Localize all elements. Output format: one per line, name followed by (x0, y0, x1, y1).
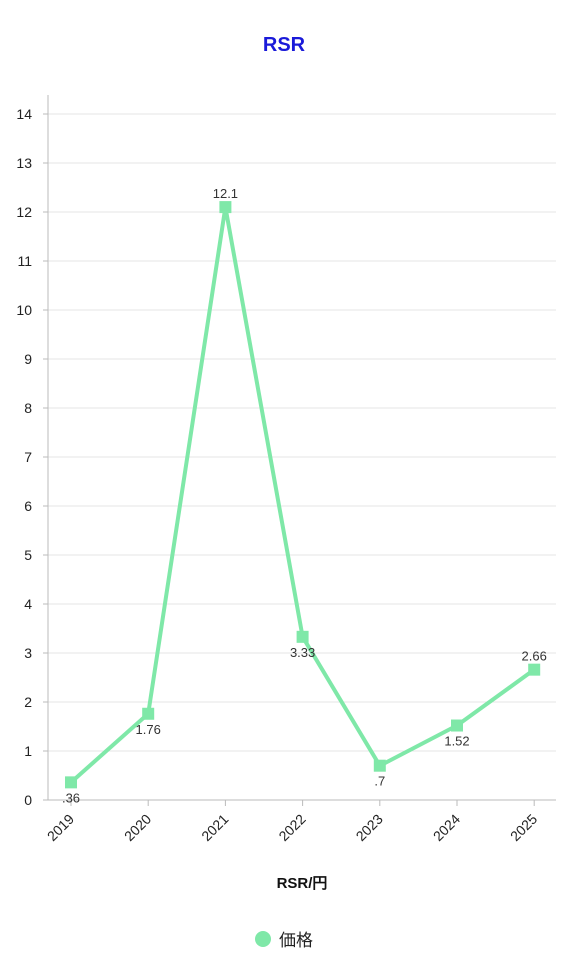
data-point (373, 759, 386, 772)
y-tick-label: 14 (16, 106, 32, 122)
data-labels: .36 1.76 12.1 3.33 .7 1.52 2.66 (62, 186, 547, 805)
y-tick-label: 8 (24, 400, 32, 416)
chart-title: RSR (262, 34, 306, 56)
y-tick-label: 12 (16, 204, 32, 220)
legend-marker-icon (255, 930, 271, 947)
data-label: 12.1 (213, 186, 238, 201)
data-label: 2.66 (522, 649, 547, 664)
x-tick-label: 2023 (353, 811, 386, 844)
y-tick-label: 3 (24, 645, 32, 661)
x-tick-label: 2025 (507, 811, 540, 844)
data-label: .7 (374, 774, 385, 789)
legend-item[interactable]: 価格 (255, 926, 313, 951)
series-line (69, 205, 536, 784)
data-point (296, 630, 309, 643)
x-tick-label: 2022 (275, 811, 308, 844)
data-point (142, 707, 155, 720)
y-tick-label: 13 (16, 155, 32, 171)
data-point (219, 201, 232, 214)
y-tick-label: 4 (24, 596, 32, 612)
x-tick-labels: 2019 2020 2021 2022 2023 2024 2025 (44, 811, 541, 844)
y-tick-label: 11 (17, 253, 32, 269)
series-layer (65, 201, 541, 789)
data-point (65, 776, 77, 789)
legend-label: 価格 (279, 931, 313, 951)
legend: 価格 (0, 926, 568, 952)
y-tick-label: 10 (16, 302, 32, 318)
x-tick-label: 2024 (430, 811, 463, 844)
data-label: 1.76 (136, 722, 161, 737)
y-tick-label: 9 (24, 351, 32, 367)
y-tick-label: 6 (24, 498, 32, 514)
x-tick-label: 2019 (44, 811, 77, 844)
data-label: .36 (62, 790, 80, 805)
y-tick-label: 2 (24, 694, 32, 710)
axes (43, 95, 556, 806)
y-tick-label: 1 (24, 743, 32, 759)
data-label: 3.33 (290, 645, 315, 660)
y-tick-label: 7 (24, 449, 32, 465)
data-point (451, 719, 463, 732)
data-label: 1.52 (444, 734, 469, 749)
x-tick-label: 2020 (121, 811, 154, 844)
x-axis-title: RSR/円 (277, 875, 328, 892)
data-point (528, 663, 541, 676)
grid-lines (48, 113, 556, 752)
y-tick-label: 5 (24, 547, 32, 563)
x-tick-label: 2021 (198, 811, 231, 844)
y-tick-label: 0 (24, 792, 32, 808)
